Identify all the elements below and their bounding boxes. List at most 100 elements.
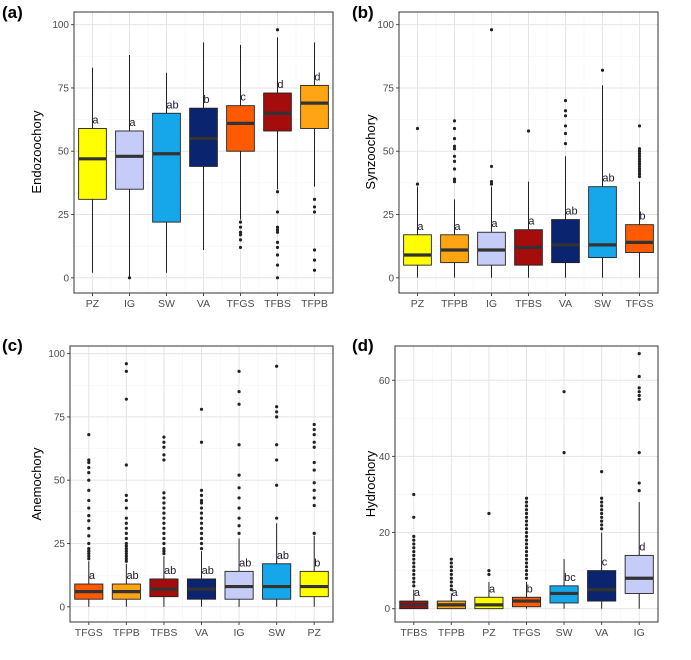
outlier-point [199,546,204,551]
box-IG [624,554,654,594]
box-VA [587,570,617,602]
significance-letter: a [491,218,498,230]
outlier-point [563,131,568,136]
outlier-point [524,569,529,573]
outlier-point [312,496,316,500]
outlier-point [524,565,529,569]
outlier-point [637,386,641,390]
significance-letter: bc [564,572,576,584]
outlier-point [637,397,641,401]
significance-letter: d [314,71,320,83]
y-tick-label: 0 [59,602,65,613]
outlier-point [312,468,316,472]
outlier-point [487,569,491,573]
outlier-point [87,498,91,503]
outlier-point [600,470,604,474]
outlier-point [449,565,453,569]
outlier-point [637,352,641,356]
outlier-point [600,515,604,519]
outlier-point [162,549,166,553]
significance-letter: ab [166,99,178,111]
box-PZ [78,128,107,200]
outlier-point [238,225,243,229]
outlier-point [412,584,416,588]
outlier-point [449,584,453,588]
outlier-point [600,496,604,500]
x-tick-label: TFPB [438,627,465,639]
y-tick-label: 40 [379,452,391,463]
outlier-point [124,546,128,551]
outlier-point [452,136,457,141]
box-PZ [299,570,329,598]
outlier-point [637,147,642,151]
box-TFGS [226,105,255,152]
outlier-point [87,549,91,553]
panel-c: (c) Anemochory 0 25 50 75 100 a ab ab ab ab ab b TFG… [2,336,334,639]
y-tick-label: 50 [58,147,70,158]
outlier-point [637,152,642,156]
outlier-point [237,389,241,394]
outlier-point [275,410,279,414]
outlier-point [199,531,204,535]
outlier-point [449,572,453,577]
outlier-point [199,506,204,510]
outlier-point [275,405,279,409]
outlier-point [237,506,241,510]
y-tick-label: 75 [383,83,395,94]
outlier-point [162,445,166,449]
outlier-point [600,68,605,72]
outlier-point [87,514,91,518]
outlier-point [275,516,279,520]
significance-letter: b [527,583,533,595]
significance-letter: c [602,557,608,569]
outlier-point [162,552,166,556]
outlier-point [415,182,420,186]
outlier-point [199,521,204,525]
plot-area: 0 25 50 75 100 a ab ab ab ab ab b TFGS TFPB TFBS VA IG SW… [48,345,334,639]
outlier-point [563,114,568,118]
outlier-point [487,511,491,516]
x-tick-label: PZ [411,298,425,310]
significance-letter: a [92,114,99,126]
x-tick-label: TFBS [151,627,178,639]
outlier-point [124,397,128,401]
outlier-point [312,210,317,214]
outlier-point [199,440,204,444]
outlier-point [237,369,241,373]
significance-letter: a [454,221,461,233]
x-tick-label: SW [158,298,175,310]
y-tick-label: 25 [383,210,395,221]
outlier-point [124,536,128,541]
outlier-point [238,233,243,237]
outlier-point [449,569,453,573]
outlier-point [452,159,457,163]
significance-letter: a [451,587,458,599]
outlier-point [524,538,529,542]
outlier-point [237,496,241,500]
outlier-point [312,503,316,508]
x-tick-label: TFGS [227,298,255,310]
x-tick-label: VA [197,298,210,310]
outlier-point [562,450,566,455]
outlier-point [162,546,166,551]
outlier-point [412,538,416,542]
significance-letter: a [414,587,421,599]
x-tick-label: TFGS [75,627,103,639]
outlier-point [162,453,166,457]
outlier-point [237,473,241,477]
y-tick-label: 0 [388,273,394,284]
y-tick-label: 100 [52,20,69,31]
outlier-point [162,536,166,541]
panel-label: (a) [2,3,23,22]
outlier-point [275,458,279,462]
outlier-point [524,508,529,512]
outlier-point [563,109,568,113]
outlier-point [312,258,317,262]
outlier-point [237,486,241,490]
outlier-point [524,527,529,531]
y-tick-label: 50 [54,476,66,487]
outlier-point [275,253,280,257]
outlier-point [412,580,416,584]
y-tick-label: 0 [63,273,69,284]
outlier-point [412,492,416,497]
